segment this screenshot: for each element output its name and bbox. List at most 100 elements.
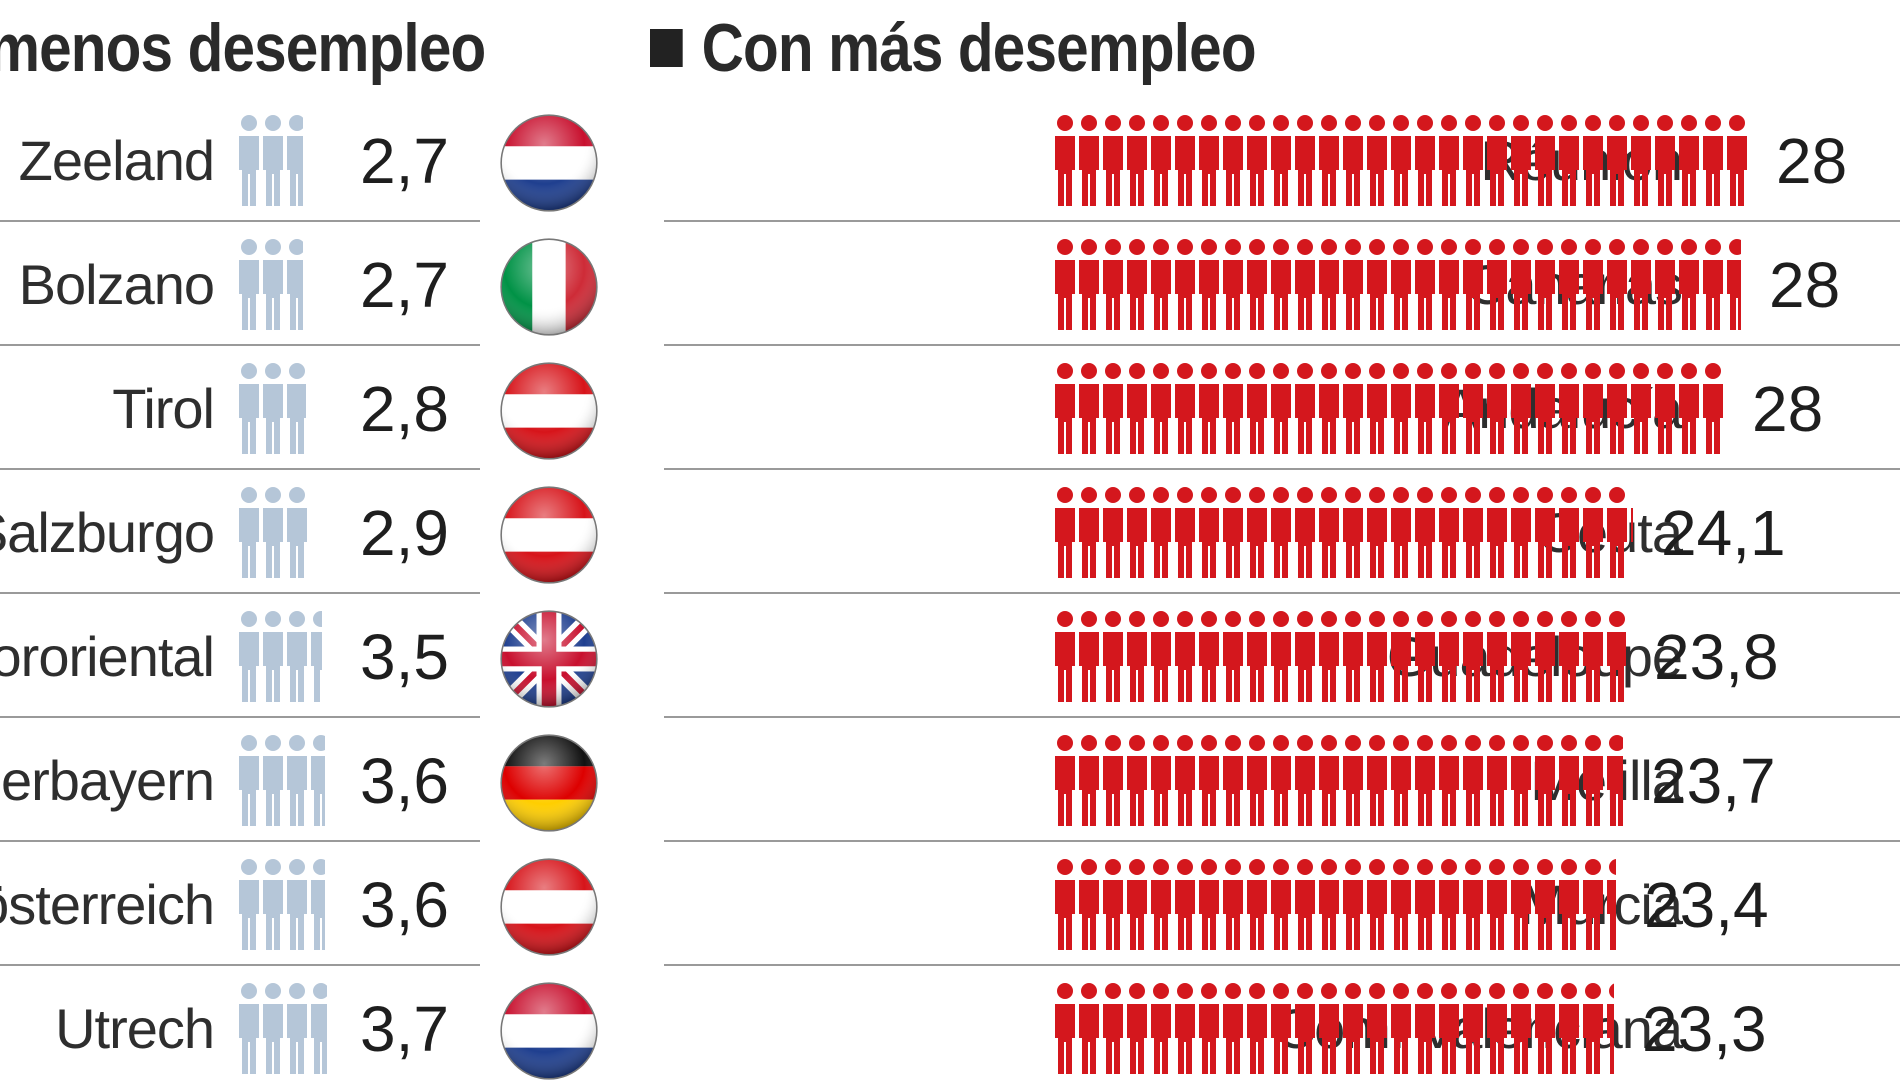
person-icon (1223, 115, 1243, 206)
person-icon (1055, 859, 1075, 950)
person-icon (1463, 735, 1483, 826)
person-icon (1199, 487, 1219, 578)
person-icon (1055, 735, 1075, 826)
person-icon (1055, 363, 1075, 454)
high-unemployment-row: Ceuta24,1 (664, 472, 1900, 594)
value-label: 3,7 (360, 993, 449, 1065)
person-icon (1103, 115, 1123, 206)
person-icon (263, 487, 283, 578)
person-icon (1199, 859, 1219, 950)
person-icon (1271, 239, 1291, 330)
person-icon (1583, 115, 1603, 206)
person-icon (1247, 735, 1267, 826)
low-unemployment-pictogram (238, 610, 322, 704)
person-icon (1487, 487, 1507, 578)
pictogram-svg (1055, 983, 1614, 1074)
person-icon (1511, 611, 1531, 702)
pictogram-svg (239, 115, 303, 206)
uk-flag-icon (497, 607, 601, 711)
person-icon (1439, 611, 1459, 702)
low-unemployment-pictogram (238, 486, 308, 580)
person-icon (1319, 611, 1339, 702)
value-label: 23,7 (1651, 745, 1776, 817)
person-icon (1151, 363, 1171, 454)
person-icon (1367, 363, 1387, 454)
person-icon (1463, 239, 1483, 330)
person-icon (1367, 611, 1387, 702)
person-icon (1199, 983, 1219, 1074)
person-icon (1703, 363, 1723, 454)
person-icon (1415, 859, 1435, 950)
person-icon (1055, 487, 1075, 578)
person-icon (1151, 115, 1171, 206)
person-icon (1607, 239, 1627, 330)
person-icon (1439, 487, 1459, 578)
person-icon (1463, 983, 1483, 1074)
low-unemployment-row: erbayern 3,6 (0, 720, 598, 842)
row-divider (0, 716, 480, 718)
person-icon (1535, 115, 1555, 206)
row-divider (0, 344, 480, 346)
high-unemployment-pictogram (1054, 858, 1616, 952)
person-icon (1655, 363, 1675, 454)
high-unemployment-pictogram (1054, 982, 1614, 1076)
right-panel-title: Con más desempleo (650, 0, 1257, 96)
person-icon (1439, 363, 1459, 454)
person-icon (1247, 239, 1267, 330)
person-icon (1679, 363, 1699, 454)
person-icon (1415, 239, 1435, 330)
person-icon (1559, 611, 1579, 702)
person-icon (1295, 611, 1315, 702)
value-label: 2,7 (360, 249, 449, 321)
row-divider (0, 220, 480, 222)
person-icon (1559, 735, 1579, 826)
pictogram-svg (239, 859, 325, 950)
person-icon (311, 735, 325, 826)
person-icon (1103, 859, 1123, 950)
person-icon (1175, 115, 1195, 206)
region-label: Utrech (55, 997, 215, 1060)
person-icon (311, 859, 325, 950)
person-icon (1343, 487, 1363, 578)
person-icon (1703, 239, 1723, 330)
value-label: 24,1 (1661, 497, 1786, 569)
person-icon (1103, 611, 1123, 702)
person-icon (1655, 115, 1675, 206)
person-icon (1055, 115, 1075, 206)
region-label: erbayern (0, 749, 215, 812)
row-divider (664, 964, 1900, 966)
person-icon (1535, 983, 1555, 1074)
person-icon (1487, 859, 1507, 950)
person-icon (1103, 363, 1123, 454)
person-icon (1295, 735, 1315, 826)
person-icon (239, 363, 259, 454)
person-icon (1079, 115, 1099, 206)
person-icon (263, 735, 283, 826)
pictogram-svg (239, 611, 322, 702)
person-icon (1271, 487, 1291, 578)
low-unemployment-row: österreich 3,6 (0, 844, 598, 966)
high-unemployment-pictogram (1054, 610, 1626, 704)
person-icon (1175, 487, 1195, 578)
person-icon (263, 115, 283, 206)
person-icon (1487, 983, 1507, 1074)
person-icon (1175, 983, 1195, 1074)
person-icon (1151, 859, 1171, 950)
pictogram-svg (1055, 859, 1616, 950)
person-icon (1415, 611, 1435, 702)
person-icon (1583, 735, 1603, 826)
person-icon (311, 983, 327, 1074)
person-icon (1367, 983, 1387, 1074)
person-icon (1607, 611, 1626, 702)
low-unemployment-pictogram (238, 238, 303, 332)
row-divider (664, 840, 1900, 842)
person-icon (287, 859, 307, 950)
high-unemployment-pictogram (1054, 486, 1633, 580)
person-icon (1079, 735, 1099, 826)
person-icon (1391, 363, 1411, 454)
person-icon (1511, 115, 1531, 206)
person-icon (1247, 859, 1267, 950)
person-icon (1343, 115, 1363, 206)
person-icon (1559, 859, 1579, 950)
person-icon (1391, 859, 1411, 950)
